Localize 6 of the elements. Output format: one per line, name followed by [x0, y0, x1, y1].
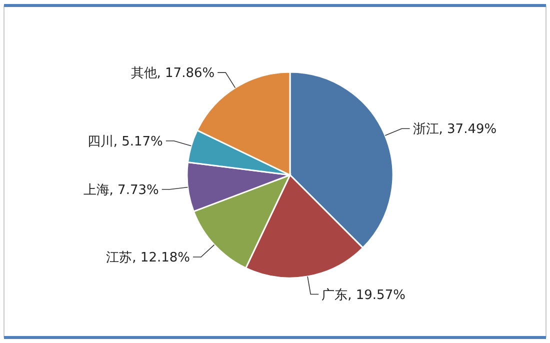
slice-label: 上海, 7.73% [83, 182, 159, 198]
slice-label: 其他, 17.86% [130, 66, 215, 82]
slice-label: 江苏, 12.18% [106, 250, 190, 266]
slice-label: 浙江, 37.49% [412, 122, 497, 138]
slice-label: 广东, 19.57% [322, 288, 406, 303]
slice-label: 四川, 5.17% [87, 134, 163, 150]
